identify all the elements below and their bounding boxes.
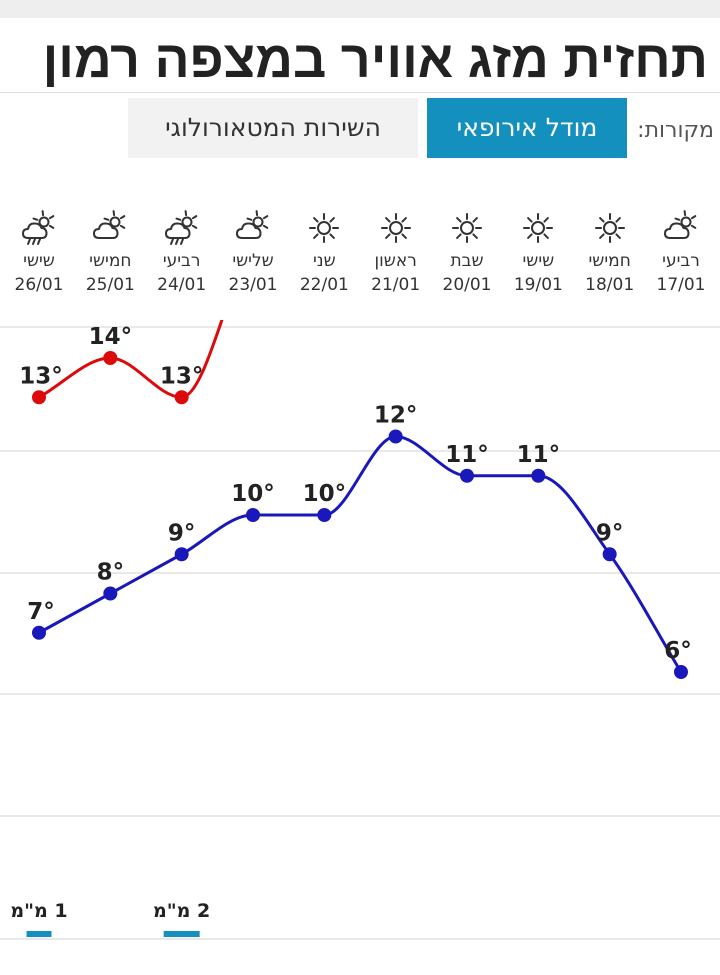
day-name: שישי [522, 251, 555, 271]
min-temp-point [174, 547, 189, 562]
day-name: רביעי [162, 251, 201, 271]
max-temp-label: 13° [19, 363, 63, 389]
min-temp-label: 11° [445, 442, 489, 468]
page-title: תחזית מזג אוויר במצפה רמון [42, 31, 708, 89]
rain-icon [146, 210, 218, 246]
day-date: 18/01 [585, 275, 635, 295]
min-temp-point [32, 625, 46, 640]
partly-cloudy-icon [645, 210, 717, 246]
min-temp-label: 11° [517, 442, 561, 468]
min-temp-point [246, 508, 260, 522]
day-name: רביעי [662, 251, 700, 271]
day-name: שני [313, 251, 336, 271]
day-date: 21/01 [371, 275, 421, 295]
source-ims-button[interactable]: השירות המטאורולוגי [128, 98, 418, 158]
min-temp-point [460, 468, 474, 483]
day-date: 26/01 [14, 275, 64, 295]
min-temp-label: 9° [596, 520, 624, 546]
temperature-chart: 16°18°18°20°20°19°17°13°14°13°6°9°11°11°… [0, 320, 720, 940]
min-temp-point [602, 547, 617, 562]
day-column: שלישי 23/01 [217, 210, 289, 296]
precipitation-bar [26, 931, 52, 937]
min-temp-label: 7° [27, 599, 55, 625]
partly-cloudy-icon [74, 210, 146, 246]
precipitation-label: 1 מ"מ [10, 900, 67, 922]
partly-cloudy-icon [217, 210, 289, 246]
sunny-icon [360, 210, 432, 246]
sunny-icon [431, 210, 503, 246]
min-temp-point [388, 429, 403, 444]
day-date: 22/01 [299, 275, 349, 295]
min-temp-label: 10° [231, 481, 275, 507]
day-columns: רביעי 17/01 חמישי 18/01 שישי 19/01 שבת 20/01 ראש… [0, 210, 720, 305]
min-temp-point [674, 665, 688, 679]
max-temp-point [174, 390, 189, 405]
min-temp-point [317, 508, 332, 522]
day-column: ראשון 21/01 [360, 210, 432, 296]
rain-icon [3, 210, 75, 246]
day-column: שישי 19/01 [502, 210, 574, 296]
min-temp-label: 10° [303, 481, 347, 507]
precipitation-label: 2 מ"מ [153, 900, 210, 922]
day-column: שישי 26/01 [3, 210, 75, 296]
top-bar [0, 0, 720, 18]
precipitation-bar [163, 931, 200, 937]
day-date: 17/01 [656, 275, 706, 295]
sunny-icon [288, 210, 360, 246]
source-european-model-button[interactable]: מודל אירופאי [427, 98, 627, 158]
sunny-icon [502, 210, 574, 246]
day-column: רביעי 24/01 [146, 210, 218, 296]
day-name: חמישי [89, 251, 132, 271]
day-column: חמישי 25/01 [74, 210, 146, 296]
max-temp-point [103, 351, 118, 365]
min-temp-label: 12° [374, 403, 418, 429]
min-temp-label: 8° [97, 560, 125, 586]
max-temp-label: 13° [160, 363, 204, 389]
day-date: 19/01 [513, 275, 563, 295]
day-name: ראשון [374, 251, 417, 271]
day-column: רביעי 17/01 [645, 210, 717, 296]
max-temp-point [32, 390, 46, 405]
day-name: שבת [450, 251, 484, 271]
day-column: שבת 20/01 [431, 210, 503, 296]
min-temp-label: 6° [664, 638, 692, 664]
sources-label: מקורות: [637, 118, 714, 143]
day-name: שלישי [232, 251, 274, 271]
day-name: שישי [23, 251, 55, 271]
max-temp-line [38, 320, 224, 399]
day-date: 20/01 [442, 275, 492, 295]
day-name: חמישי [588, 251, 631, 271]
min-temp-line [38, 435, 683, 673]
min-temp-point [103, 586, 118, 601]
sunny-icon [574, 210, 646, 246]
title-divider [0, 92, 720, 93]
day-date: 25/01 [85, 275, 135, 295]
day-column: חמישי 18/01 [574, 210, 646, 296]
day-date: 24/01 [157, 275, 207, 295]
max-temp-label: 14° [89, 324, 133, 350]
day-column: שני 22/01 [288, 210, 360, 296]
min-temp-point [531, 468, 546, 483]
day-date: 23/01 [228, 275, 278, 295]
min-temp-label: 9° [168, 520, 196, 546]
